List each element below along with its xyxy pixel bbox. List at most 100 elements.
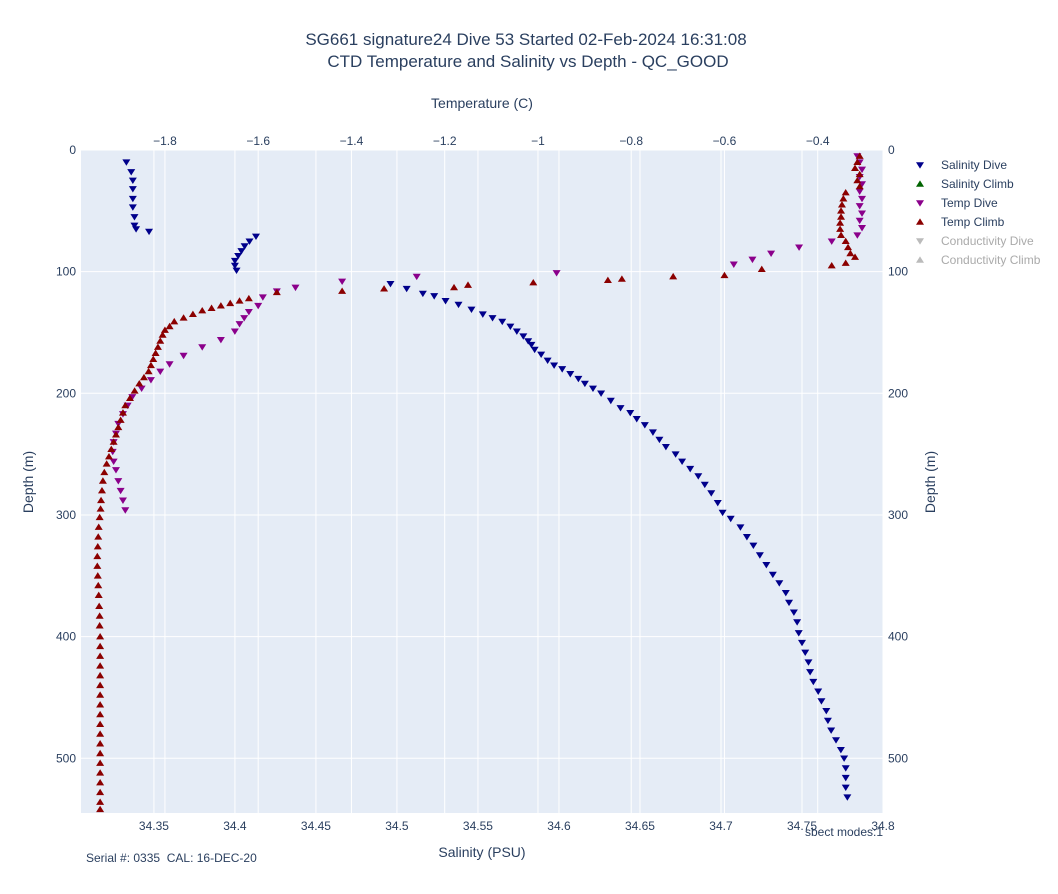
legend-label: Conductivity Dive <box>941 234 1034 248</box>
data-point <box>244 294 253 302</box>
data-point <box>827 238 836 245</box>
y-axis-title-right: Depth (m) <box>922 451 938 513</box>
data-point <box>130 222 139 230</box>
data-point <box>94 581 103 589</box>
data-point <box>412 273 421 281</box>
data-point <box>127 169 136 176</box>
data-point <box>817 698 826 705</box>
data-point <box>748 256 757 264</box>
salinity-tick-label: 34.55 <box>463 819 493 833</box>
data-point <box>96 740 105 747</box>
depth-tick-label-left: 0 <box>69 143 76 157</box>
data-point <box>237 248 246 255</box>
data-point <box>519 333 528 340</box>
data-point <box>96 769 105 776</box>
legend-label: Conductivity Climb <box>941 253 1041 267</box>
data-point <box>235 321 244 328</box>
data-point <box>855 188 864 195</box>
data-point <box>801 649 810 657</box>
data-point <box>114 423 123 431</box>
data-point <box>156 368 165 376</box>
data-point <box>726 515 735 523</box>
data-point <box>109 458 118 466</box>
data-point <box>128 204 137 211</box>
data-point <box>836 219 845 226</box>
data-point <box>430 293 439 300</box>
data-point <box>841 237 850 245</box>
data-point <box>102 460 111 467</box>
data-point <box>338 278 347 285</box>
data-point <box>93 572 102 579</box>
data-point <box>97 487 106 494</box>
chart-title: SG661 signature24 Dive 53 Started 02-Feb… <box>305 30 746 49</box>
data-point <box>827 727 836 734</box>
data-point <box>574 375 583 383</box>
salinity-tick-label: 34.5 <box>385 819 409 833</box>
data-point <box>139 373 148 381</box>
data-point <box>527 341 536 349</box>
data-point <box>742 534 751 541</box>
data-point <box>678 458 687 466</box>
data-point <box>506 323 515 330</box>
data-point <box>96 691 105 698</box>
data-point <box>837 207 846 214</box>
data-point <box>632 416 641 423</box>
data-point <box>795 244 804 251</box>
legend-item: Conductivity Climb <box>916 253 1041 267</box>
data-point <box>537 351 546 358</box>
legend-item: Temp Climb <box>916 215 1005 229</box>
data-point <box>118 409 127 416</box>
data-point <box>785 599 794 607</box>
data-point <box>809 678 818 686</box>
data-point <box>96 749 105 757</box>
data-point <box>216 302 225 309</box>
data-point <box>543 357 552 365</box>
chart-subtitle: CTD Temperature and Salinity vs Depth - … <box>327 52 728 71</box>
temperature-tick-label: −0.8 <box>619 134 643 148</box>
legend-label: Salinity Climb <box>941 177 1014 191</box>
legend-marker <box>916 238 924 245</box>
legend-marker <box>916 256 924 263</box>
legend-marker <box>916 200 924 207</box>
salinity-tick-label: 34.75 <box>787 819 817 833</box>
data-point <box>386 281 395 288</box>
series-salinity-dive <box>122 159 852 801</box>
salinity-tick-label: 34.6 <box>547 819 571 833</box>
data-point <box>93 552 102 560</box>
data-point <box>478 311 487 318</box>
data-point <box>254 302 263 310</box>
data-point <box>794 630 803 637</box>
data-point <box>736 524 745 531</box>
data-point <box>841 784 850 792</box>
data-point <box>840 755 849 762</box>
data-point <box>153 343 162 350</box>
data-point <box>93 542 102 550</box>
data-point <box>94 533 103 540</box>
data-point <box>836 746 845 754</box>
data-point <box>775 580 784 587</box>
data-point <box>797 639 806 647</box>
salinity-tick-label: 34.65 <box>625 819 655 833</box>
data-point <box>128 177 137 185</box>
series-layer <box>93 152 867 813</box>
salinity-tick-label: 34.45 <box>301 819 331 833</box>
data-point <box>96 505 105 512</box>
temperature-tick-label: −0.6 <box>713 134 737 148</box>
data-point <box>713 499 722 507</box>
data-point <box>844 243 853 251</box>
data-point <box>230 262 239 270</box>
depth-tick-label-right: 500 <box>888 751 908 765</box>
data-point <box>640 422 649 429</box>
data-point <box>128 186 137 193</box>
data-point <box>107 445 116 453</box>
data-point <box>823 717 832 725</box>
data-point <box>841 188 850 196</box>
data-point <box>230 328 239 335</box>
x-axis-title-bottom: Salinity (PSU) <box>438 844 525 860</box>
depth-tick-label-right: 100 <box>888 265 908 279</box>
data-point <box>616 405 625 412</box>
data-point <box>836 225 845 232</box>
data-point <box>156 337 165 344</box>
depth-tick-label-left: 100 <box>56 265 76 279</box>
data-point <box>258 294 267 301</box>
